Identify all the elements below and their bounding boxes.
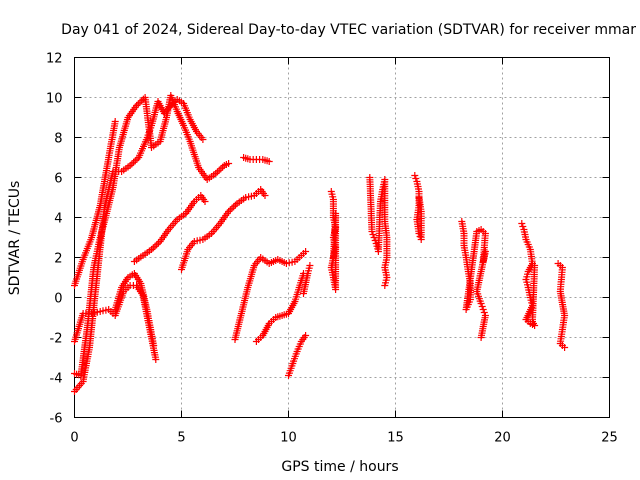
y-tick-label: -4 — [50, 372, 63, 387]
data-points — [71, 92, 569, 395]
y-tick-label: 8 — [54, 132, 62, 147]
y-tick-label: 10 — [46, 92, 63, 107]
data-point — [154, 239, 162, 247]
data-point — [306, 262, 314, 269]
x-tick-label: 15 — [387, 431, 404, 446]
data-point — [479, 306, 487, 313]
data-point — [138, 97, 146, 105]
data-point — [519, 223, 527, 230]
data-point — [111, 118, 119, 125]
chart-title: Day 041 of 2024, Sidereal Day-to-day VTE… — [61, 22, 636, 38]
y-tick-label: 2 — [54, 252, 62, 267]
data-point — [369, 231, 377, 238]
data-point — [219, 163, 227, 171]
data-point — [561, 344, 569, 351]
x-tick-label: 25 — [601, 431, 618, 446]
data-point — [130, 158, 138, 166]
data-point — [231, 201, 239, 209]
data-point — [412, 175, 420, 182]
data-point — [531, 262, 539, 269]
data-point — [477, 300, 485, 307]
data-point — [478, 303, 486, 310]
axis-ticks: 0 5 10 15 20 25 -6 -4 -2 0 2 4 6 8 10 12 — [46, 52, 618, 446]
data-point — [416, 233, 424, 240]
data-point — [133, 155, 141, 163]
y-tick-label: 12 — [46, 52, 63, 67]
data-point — [152, 356, 160, 363]
data-point — [302, 332, 310, 339]
data-point — [265, 158, 273, 165]
data-point — [477, 334, 485, 341]
data-point — [214, 168, 221, 176]
data-point — [228, 204, 236, 212]
data-point — [128, 160, 136, 168]
data-point — [153, 241, 161, 249]
x-axis-title: GPS time / hours — [281, 459, 398, 475]
data-point — [230, 203, 238, 211]
data-point — [199, 136, 207, 143]
y-tick-label: 0 — [54, 292, 62, 307]
y-tick-label: -6 — [50, 412, 63, 427]
data-point — [480, 309, 488, 316]
data-point — [217, 165, 225, 173]
data-point — [415, 194, 423, 201]
data-point — [518, 220, 526, 227]
data-point — [411, 172, 419, 179]
y-tick-label: 4 — [54, 212, 62, 227]
data-point — [131, 157, 139, 165]
y-tick-label: 6 — [54, 172, 62, 187]
y-axis-title: SDTVAR / TECUs — [7, 181, 23, 296]
data-point — [133, 102, 141, 109]
grid — [74, 57, 610, 418]
data-point — [134, 100, 142, 108]
data-point — [151, 242, 159, 250]
y-tick-label: -2 — [50, 332, 63, 347]
data-point — [149, 244, 157, 252]
x-tick-label: 10 — [280, 431, 297, 446]
x-tick-label: 20 — [494, 431, 511, 446]
x-tick-label: 0 — [70, 431, 78, 446]
data-point — [201, 198, 209, 205]
data-point — [225, 160, 233, 167]
x-tick-label: 5 — [177, 431, 185, 446]
data-point — [226, 206, 234, 214]
data-point — [302, 248, 310, 255]
data-point — [368, 228, 376, 235]
data-point — [329, 254, 337, 261]
data-point — [225, 208, 233, 215]
data-point — [150, 342, 158, 349]
data-point — [261, 192, 269, 199]
plot-frame — [74, 57, 610, 418]
data-point — [215, 166, 223, 174]
data-point — [381, 282, 389, 289]
